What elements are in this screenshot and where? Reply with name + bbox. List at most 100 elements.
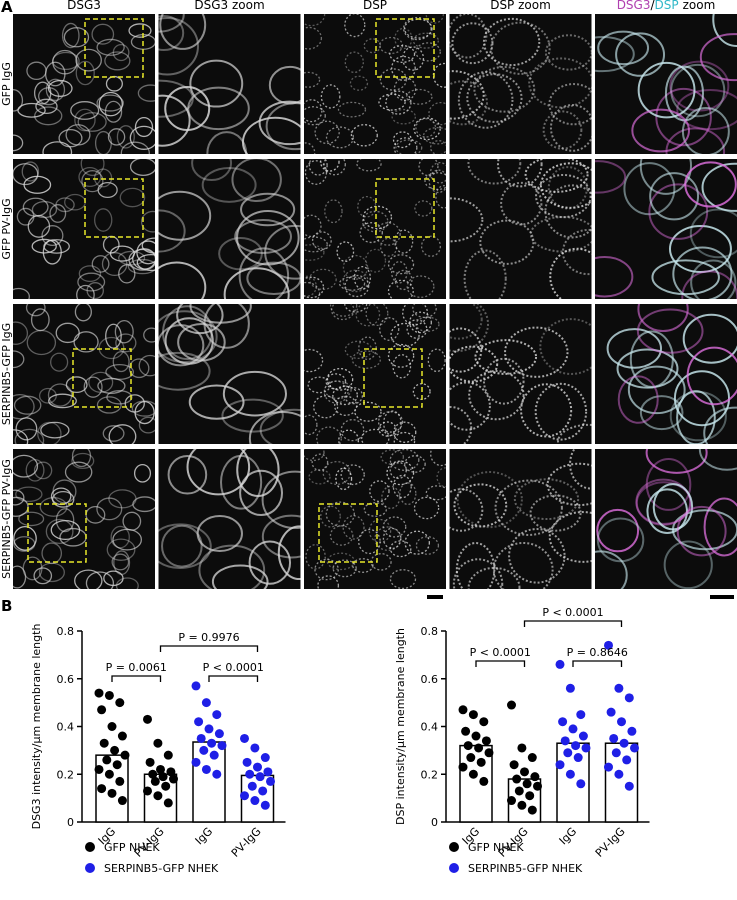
data-point	[153, 738, 163, 748]
data-point	[533, 781, 542, 791]
legend-label: SERPINB5-GFP NHEK	[104, 862, 219, 875]
significance-bracket	[572, 660, 623, 667]
x-tick-label: PV-IgG	[229, 825, 264, 860]
data-point	[253, 762, 262, 772]
data-point	[509, 760, 519, 770]
data-point	[266, 776, 275, 786]
image-bg	[304, 304, 446, 444]
data-point	[260, 800, 270, 810]
x-tick-label: PV-IgG	[593, 825, 628, 860]
y-tick-label: 0.6	[57, 673, 75, 686]
data-point	[255, 772, 265, 782]
micrograph	[158, 159, 301, 299]
data-point	[624, 781, 634, 791]
data-point	[527, 753, 537, 763]
data-point	[196, 733, 206, 743]
column-header: DSP	[363, 0, 387, 12]
data-point	[481, 736, 491, 746]
data-point	[169, 774, 178, 784]
data-point	[619, 738, 629, 748]
image-bg	[449, 304, 592, 444]
bar	[192, 741, 226, 823]
y-axis-label: DSG3 intensity/μm membrane length	[30, 624, 43, 830]
scale-bar	[710, 595, 734, 599]
panel-label: A	[1, 0, 13, 16]
data-point	[573, 753, 583, 763]
data-point	[479, 717, 489, 727]
data-point	[471, 731, 481, 741]
data-point	[627, 726, 637, 736]
data-point	[604, 640, 613, 650]
data-point	[458, 705, 468, 715]
image-bg	[304, 14, 446, 154]
micrograph	[595, 14, 737, 154]
data-point	[97, 784, 107, 794]
data-point	[207, 738, 217, 748]
data-point	[153, 791, 163, 801]
data-point	[115, 776, 125, 786]
data-point	[622, 755, 632, 765]
p-value: P < 0.0001	[203, 661, 264, 674]
micrograph	[449, 304, 592, 444]
data-point	[209, 750, 219, 760]
data-point	[104, 690, 114, 700]
row-label: GFP IgG	[0, 62, 13, 106]
data-point	[161, 781, 171, 791]
p-value: P = 0.9976	[178, 631, 239, 644]
data-point	[163, 750, 173, 760]
data-point	[99, 738, 109, 748]
data-point	[247, 781, 257, 791]
data-point	[466, 753, 476, 763]
data-point	[555, 760, 565, 770]
legend-marker	[449, 863, 459, 873]
y-tick-label: 0.6	[421, 673, 439, 686]
roi-box	[72, 348, 132, 408]
data-point	[576, 779, 586, 789]
y-tick-label: 0.2	[421, 768, 439, 781]
data-point	[201, 698, 211, 708]
y-tick-label: 0.8	[421, 625, 439, 638]
legend-label: GFP NHEK	[468, 841, 524, 854]
image-bg	[595, 14, 737, 154]
data-point	[240, 733, 249, 743]
legend-label: SERPINB5-GFP NHEK	[468, 862, 583, 875]
data-point	[117, 731, 127, 741]
data-point	[581, 743, 591, 753]
data-point	[517, 743, 527, 753]
data-point	[474, 743, 484, 753]
significance-bracket	[159, 645, 259, 652]
bar	[604, 742, 639, 823]
data-point	[606, 707, 616, 717]
data-point	[97, 705, 107, 715]
data-point	[166, 767, 176, 777]
data-point	[240, 791, 249, 801]
p-value: P = 0.0061	[106, 661, 167, 674]
data-point	[94, 764, 104, 774]
image-bg	[13, 304, 155, 444]
micrograph	[595, 159, 737, 299]
data-point	[630, 743, 639, 753]
data-point	[217, 741, 227, 751]
data-point	[214, 729, 224, 739]
roi-box	[375, 18, 435, 78]
data-point	[468, 710, 478, 720]
data-point	[514, 786, 524, 796]
row-label: SERPINB5-GFP PV-IgG	[0, 459, 13, 579]
micrograph	[13, 449, 155, 589]
legend-marker	[85, 863, 95, 873]
data-point	[115, 698, 125, 708]
data-point	[565, 683, 575, 693]
data-point	[245, 769, 255, 779]
data-point	[468, 769, 478, 779]
data-point	[463, 741, 473, 751]
micrograph	[304, 14, 446, 154]
data-point	[611, 748, 621, 758]
data-point	[194, 717, 204, 727]
image-bg	[304, 449, 446, 589]
legend-label: GFP NHEK	[104, 841, 160, 854]
data-point	[148, 769, 158, 779]
roi-box	[84, 178, 144, 238]
data-point	[624, 693, 634, 703]
data-point	[461, 726, 471, 736]
